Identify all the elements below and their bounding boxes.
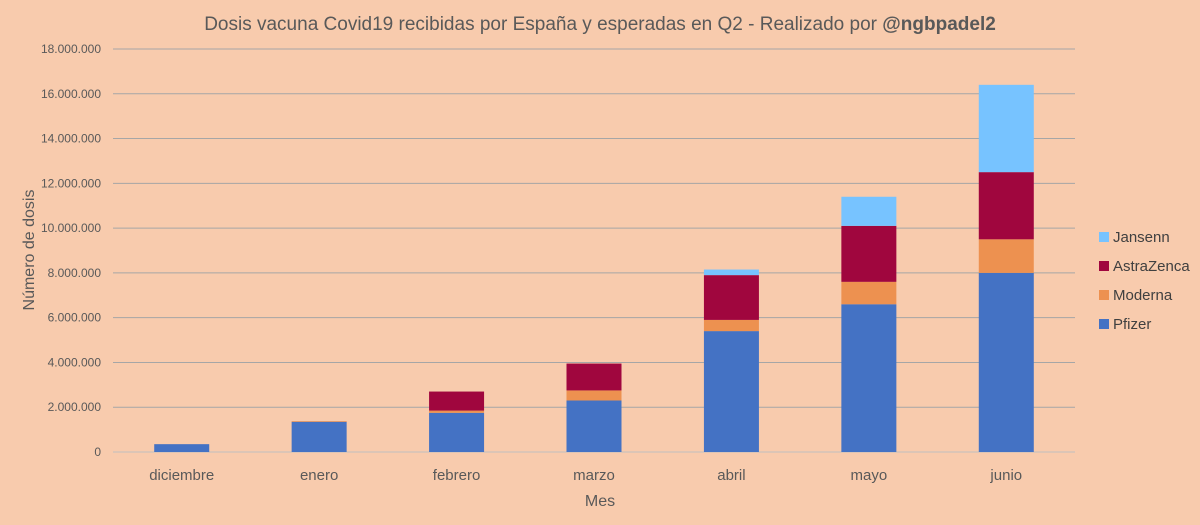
bar-segment	[566, 400, 622, 452]
legend-label: Jansenn	[1113, 229, 1170, 246]
bar-segment	[429, 391, 485, 411]
y-tick-label: 4.000.000	[48, 355, 102, 369]
x-tick-label: diciembre	[149, 467, 214, 484]
y-tick-label: 16.000.000	[41, 87, 101, 101]
bar-segment	[841, 225, 897, 282]
bar-segment	[291, 421, 347, 452]
bar-segment	[978, 172, 1034, 240]
bar-segment	[703, 275, 759, 320]
x-tick-label: marzo	[573, 467, 615, 484]
x-tick-label: febrero	[433, 467, 481, 484]
bar-segment	[703, 331, 759, 452]
legend-label: Moderna	[1113, 287, 1173, 304]
bar-segment	[978, 272, 1034, 452]
y-axis-label: Número de dosis	[21, 190, 38, 311]
bar-segment	[841, 281, 897, 305]
x-ticks: diciembre enero febrero marzo abril mayo junio	[149, 467, 1022, 484]
bar-segment	[978, 84, 1034, 173]
bar-segment	[291, 421, 347, 422]
bar-segment	[429, 412, 485, 452]
legend-swatch	[1099, 261, 1109, 271]
y-tick-label: 14.000.000	[41, 132, 101, 146]
chart-title: Dosis vacuna Covid19 recibidas por Españ…	[204, 14, 996, 35]
y-tick-label: 2.000.000	[48, 400, 102, 414]
x-tick-label: mayo	[851, 467, 888, 484]
bars-layer	[154, 84, 1034, 452]
y-tick-label: 10.000.000	[41, 221, 101, 235]
bar-segment	[978, 239, 1034, 273]
y-tick-label: 0	[94, 445, 101, 459]
bar-segment	[566, 363, 622, 391]
legend-swatch	[1099, 319, 1109, 329]
x-tick-label: enero	[300, 467, 338, 484]
legend-swatch	[1099, 232, 1109, 242]
chart-title-author: @ngbpadel2	[882, 14, 996, 35]
legend-label: Pfizer	[1113, 316, 1151, 333]
bar-segment	[429, 410, 485, 413]
y-tick-label: 6.000.000	[48, 311, 102, 325]
y-tick-label: 18.000.000	[41, 42, 101, 56]
bar-segment	[841, 304, 897, 452]
legend-label: AstraZenca	[1113, 258, 1190, 275]
x-tick-label: abril	[717, 467, 745, 484]
y-tick-label: 12.000.000	[41, 176, 101, 190]
bar-segment	[154, 444, 210, 452]
bar-segment	[703, 269, 759, 276]
bar-segment	[566, 390, 622, 401]
legend: Jansenn AstraZenca Moderna Pfizer	[1099, 229, 1190, 333]
x-tick-label: junio	[989, 467, 1022, 484]
x-axis-label: Mes	[585, 493, 615, 510]
bar-segment	[703, 319, 759, 332]
chart-title-main: Dosis vacuna Covid19 recibidas por Españ…	[204, 14, 882, 35]
y-tick-label: 8.000.000	[48, 266, 102, 280]
grid-layer: 0 2.000.000 4.000.000 6.000.000 8.000.000 10.…	[41, 42, 1075, 459]
bar-segment	[841, 196, 897, 226]
legend-swatch	[1099, 290, 1109, 300]
